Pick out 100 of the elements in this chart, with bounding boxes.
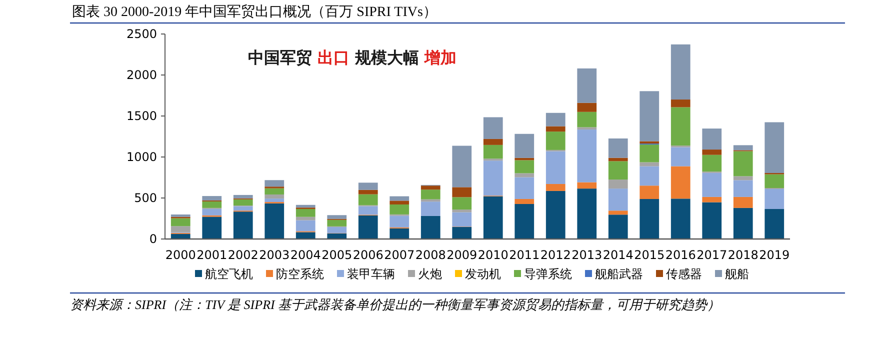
bar (452, 197, 472, 210)
bar (608, 210, 628, 215)
bar (546, 112, 566, 126)
bar (670, 147, 690, 166)
bar (702, 154, 722, 172)
bar (170, 218, 190, 226)
bar (670, 166, 690, 199)
bar (483, 160, 503, 196)
legend-label: 传感器 (666, 267, 702, 281)
x-tick-label: 2017 (696, 248, 728, 262)
x-tick-label: 2014 (602, 248, 634, 262)
bar (702, 150, 722, 155)
bar (452, 146, 472, 188)
x-tick-label: 2010 (478, 248, 508, 262)
bar (233, 212, 253, 239)
text: 资料来源：SIPRI（注：TIV 是 SIPRI 基于武器装备单价提出的一种衡量军事资源贸易的指标量，可用于研究趋势） (70, 296, 722, 313)
x-tick-label: 2009 (446, 248, 478, 262)
x-tick-label: 2003 (259, 248, 290, 262)
bar (546, 184, 566, 191)
x-tick-label: 2016 (665, 248, 696, 262)
bar (640, 166, 660, 186)
bar (514, 173, 534, 178)
bar (264, 188, 284, 194)
x-tick-label: 2007 (384, 248, 415, 262)
x-tick-label: 2004 (290, 248, 321, 262)
bar (420, 190, 440, 200)
y-tick-label: 0 (149, 232, 157, 246)
legend-label: 火炮 (418, 267, 442, 281)
bar (546, 132, 566, 150)
x-tick-label: 2008 (415, 248, 446, 262)
bar (170, 226, 190, 232)
bar (514, 177, 534, 199)
bar (296, 220, 316, 232)
bar (296, 208, 316, 217)
bar (358, 194, 378, 206)
bar (390, 216, 410, 228)
bar (640, 144, 660, 162)
bar (296, 232, 316, 239)
bar (483, 144, 503, 159)
bar (514, 160, 534, 174)
bar (264, 198, 284, 202)
bar (390, 204, 410, 214)
bar (264, 194, 284, 199)
bar (702, 196, 722, 202)
bar (452, 212, 472, 227)
x-tick-label: 2000 (165, 248, 196, 262)
x-tick-label: 2006 (352, 248, 384, 262)
bar (420, 216, 440, 239)
bar (733, 196, 753, 208)
bar (202, 201, 222, 208)
y-tick-label: 2500 (126, 27, 157, 41)
annotation: 出口 (318, 48, 350, 67)
bar (670, 44, 690, 100)
legend-label: 发动机 (465, 267, 501, 281)
annotation: 规模大幅 (350, 48, 425, 67)
bar (670, 100, 690, 108)
y-tick-label: 2000 (126, 68, 157, 82)
bar (733, 145, 753, 150)
bar (670, 107, 690, 146)
x-tick-label: 2001 (196, 248, 228, 262)
bar (764, 122, 784, 173)
bar (546, 126, 566, 132)
annotation: 增加 (424, 48, 457, 67)
bar (640, 91, 660, 142)
bar (420, 202, 440, 216)
bar (358, 215, 378, 239)
bar (546, 190, 566, 239)
bar (608, 188, 628, 211)
bar (577, 130, 597, 182)
bar (733, 180, 753, 197)
x-tick-label: 2018 (728, 248, 758, 262)
bar (202, 216, 222, 239)
bar (483, 117, 503, 139)
legend-label: 舰船 (725, 267, 749, 281)
bar (577, 102, 597, 112)
bar (608, 158, 628, 162)
bar (546, 151, 566, 184)
bar (327, 215, 347, 219)
bar (233, 199, 253, 206)
bar (608, 138, 628, 158)
bar (202, 208, 222, 216)
bar (483, 196, 503, 239)
bar (514, 134, 534, 158)
bar (640, 198, 660, 239)
bar (702, 172, 722, 197)
bar (358, 206, 378, 215)
x-tick-label: 2019 (759, 248, 790, 262)
bar (358, 190, 378, 194)
x-tick-label: 2005 (322, 248, 352, 262)
bar (452, 210, 472, 212)
bar (733, 151, 753, 176)
x-tick-label: 2013 (572, 248, 602, 262)
bar (670, 198, 690, 239)
bar (296, 204, 316, 208)
bar (608, 214, 628, 239)
bar (577, 127, 597, 130)
bar (233, 194, 253, 198)
bar (733, 208, 753, 239)
y-tick-label: 1000 (126, 150, 157, 164)
bar (577, 188, 597, 239)
